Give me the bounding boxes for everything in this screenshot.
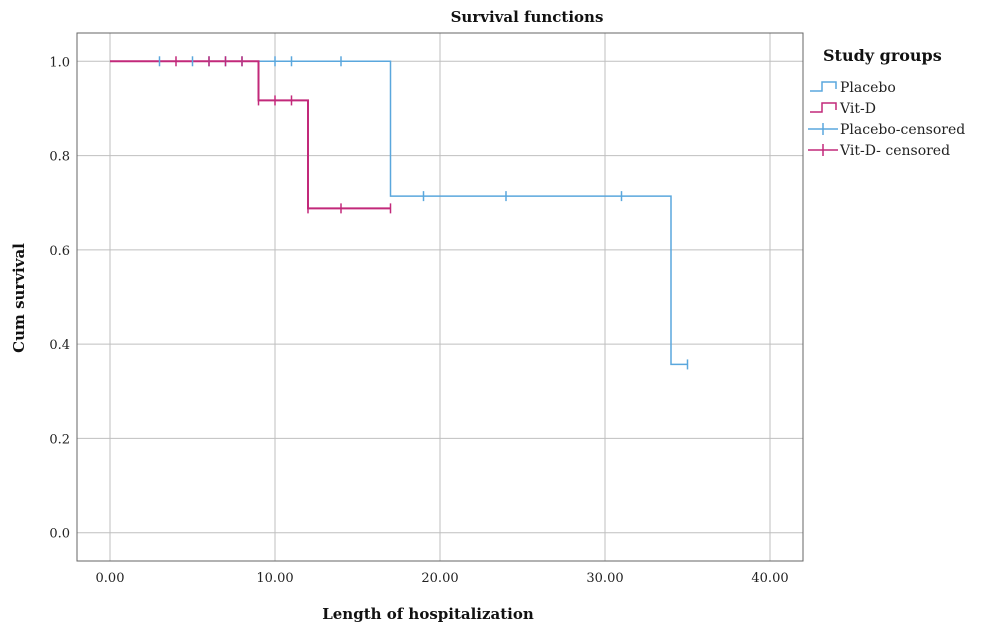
x-axis-label: Length of hospitalization <box>322 605 534 623</box>
y-tick-label: 1.0 <box>49 55 70 70</box>
legend: Study groups Placebo Vit-D Placebo-censore… <box>808 46 965 159</box>
y-tick-label: 0.4 <box>49 338 70 353</box>
x-tick-label: 40.00 <box>751 571 788 586</box>
legend-swatch <box>810 102 837 113</box>
x-tick-label: 0.00 <box>96 571 125 586</box>
y-axis-label: Cum survival <box>10 243 28 353</box>
y-tick-label: 0.2 <box>49 432 70 447</box>
legend-label: Vit-D <box>839 101 876 117</box>
legend-label: Placebo <box>840 80 896 96</box>
series-group <box>110 56 689 370</box>
x-tick-label: 30.00 <box>586 571 623 586</box>
legend-title: Study groups <box>823 46 942 65</box>
plot-frame <box>76 32 804 562</box>
y-tick-label: 0.0 <box>49 527 70 542</box>
x-tick-label: 10.00 <box>256 571 293 586</box>
legend-label: Placebo-censored <box>840 122 965 138</box>
chart-title: Survival functions <box>451 8 604 26</box>
grid <box>77 33 803 561</box>
series-line-placebo <box>110 60 688 366</box>
legend-swatch <box>810 81 837 92</box>
series-line-vit-d <box>110 60 391 210</box>
y-tick-label: 0.6 <box>49 244 70 259</box>
legend-label: Vit-D- censored <box>839 143 950 159</box>
tick-labels: 0.00 10.00 20.00 30.00 40.00 0.0 0.2 0.4 0.6 0.8 1… <box>49 55 788 586</box>
x-tick-label: 20.00 <box>421 571 458 586</box>
y-tick-label: 0.8 <box>49 150 70 165</box>
